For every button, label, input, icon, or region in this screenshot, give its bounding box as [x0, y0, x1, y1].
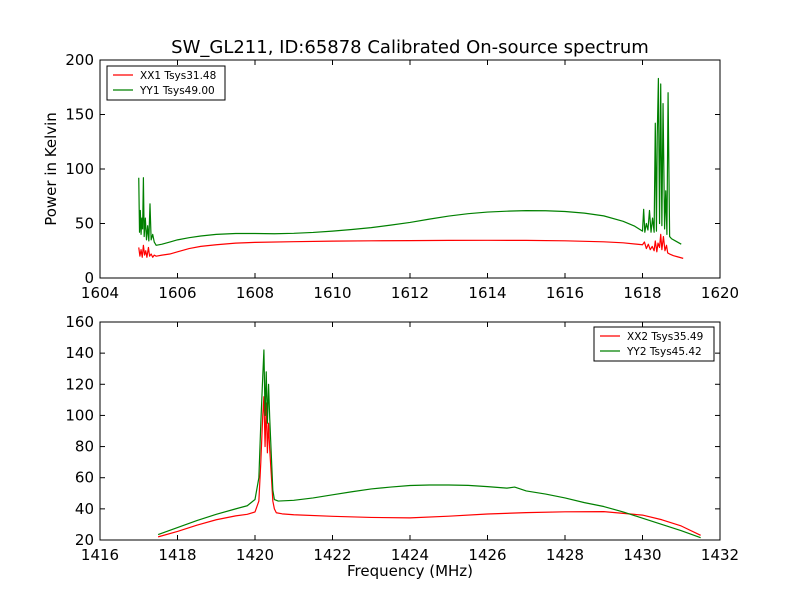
x-tick-label-0-3: 1610	[313, 284, 351, 302]
x-tick-label-0-8: 1620	[701, 284, 739, 302]
legend-1: XX2 Tsys35.49 YY2 Tsys45.42	[593, 326, 715, 362]
y-tick-label-1-3: 80	[75, 438, 94, 456]
y-tick-label-1-7: 160	[65, 313, 94, 331]
x-tick-label-1-0: 1416	[81, 546, 119, 564]
top-spectrum-plot: 1604 1606 1608 1610 1612 1614 1616 1618 1620 0 50 1…	[42, 51, 739, 302]
y-tick-label-0-3: 150	[65, 106, 94, 124]
y-axis-label-0: Power in Kelvin	[42, 112, 60, 226]
y-tick-label-0-2: 100	[65, 160, 94, 178]
legend-label-1-1: YY2 Tsys45.42	[626, 346, 702, 358]
series-line-0-0	[138, 233, 684, 259]
y-tick-label-0-4: 200	[65, 51, 94, 69]
legend-label-0-1: YY1 Tsys49.00	[139, 85, 215, 97]
x-tick-label-0-6: 1616	[546, 284, 584, 302]
x-tick-label-1-2: 1420	[236, 546, 274, 564]
legend-box-1	[593, 326, 715, 362]
bottom-spectrum-plot: 1416 1418 1420 1422 1424 1426 1428 1430 1432 20 40…	[65, 313, 739, 580]
y-tick-label-1-1: 40	[75, 500, 94, 518]
x-tick-label-0-0: 1604	[81, 284, 119, 302]
x-tick-label-0-7: 1618	[623, 284, 661, 302]
x-tick-label-0-2: 1608	[236, 284, 274, 302]
y-tick-label-1-2: 60	[75, 469, 94, 487]
x-tick-label-1-7: 1430	[623, 546, 661, 564]
y-tick-label-0-1: 50	[75, 215, 94, 233]
y-tick-label-1-0: 20	[75, 531, 94, 549]
y-tick-label-1-6: 140	[65, 344, 94, 362]
x-tick-label-1-4: 1424	[391, 546, 429, 564]
series-line-0-1	[138, 77, 682, 246]
x-tick-label-1-8: 1432	[701, 546, 739, 564]
x-tick-label-1-6: 1428	[546, 546, 584, 564]
series-line-1-0	[157, 396, 701, 538]
x-tick-label-1-1: 1418	[158, 546, 196, 564]
x-tick-label-0-4: 1612	[391, 284, 429, 302]
x-tick-label-1-3: 1422	[313, 546, 351, 564]
y-tick-label-0-0: 0	[84, 269, 94, 287]
x-tick-label-0-5: 1614	[468, 284, 506, 302]
x-axis-label-1: Frequency (MHz)	[347, 562, 473, 580]
y-tick-label-1-5: 120	[65, 375, 94, 393]
legend-0: XX1 Tsys31.48 YY1 Tsys49.00	[106, 65, 226, 101]
series-line-1-1	[157, 349, 701, 539]
legend-label-1-0: XX2 Tsys35.49	[627, 331, 703, 343]
chart-title: SW_GL211, ID:65878 Calibrated On-source …	[171, 37, 649, 58]
y-tick-label-1-4: 100	[65, 406, 94, 424]
x-tick-label-0-1: 1606	[158, 284, 196, 302]
x-tick-label-1-5: 1426	[468, 546, 506, 564]
legend-label-0-0: XX1 Tsys31.48	[140, 70, 216, 82]
legend-box-0	[106, 65, 226, 101]
